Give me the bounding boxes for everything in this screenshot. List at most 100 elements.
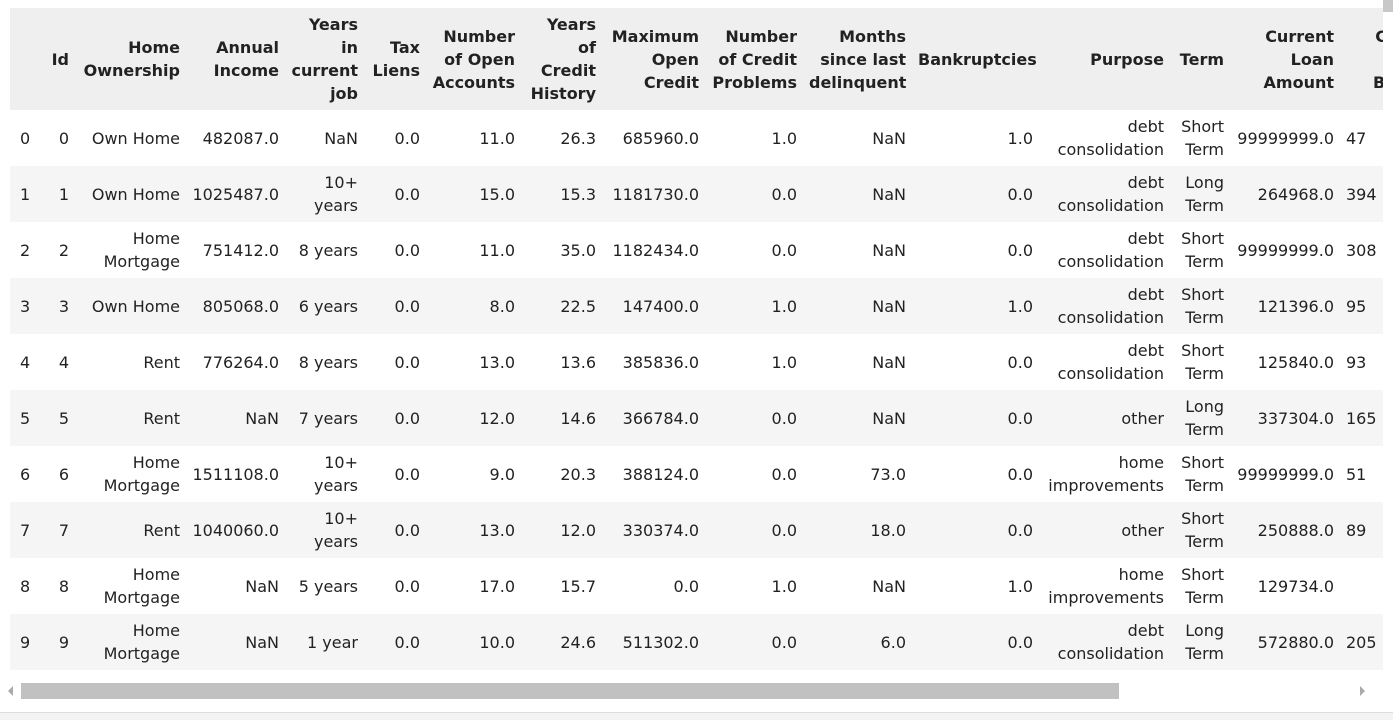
cell: 165 xyxy=(1340,390,1383,446)
cell: Long Term xyxy=(1170,166,1230,222)
cell: 47 xyxy=(1346,128,1367,148)
cell: 0.0 xyxy=(364,278,426,334)
cell: 0.0 xyxy=(394,464,420,484)
cell: 24.6 xyxy=(521,614,602,670)
cell: 205 xyxy=(1340,614,1383,670)
cell: 511302.0 xyxy=(602,614,705,670)
cell: Short Term xyxy=(1181,341,1224,383)
cell: NaN xyxy=(324,128,358,148)
cell: NaN xyxy=(872,576,906,596)
cell: 366784.0 xyxy=(602,390,705,446)
table-row: 1 1 Own Home 1025487.0 10+ years 0.0 15.0 15.3 1… xyxy=(10,166,1383,222)
cell: 1.0 xyxy=(912,278,1039,334)
cell: Own Home xyxy=(91,128,180,148)
cell: 0.0 xyxy=(705,502,803,558)
cell: 95 xyxy=(1340,278,1383,334)
cell: 7 years xyxy=(285,390,364,446)
cell: Rent xyxy=(75,390,186,446)
cell: 11.0 xyxy=(479,240,515,260)
cell: 685960.0 xyxy=(622,128,699,148)
cell: 337304.0 xyxy=(1230,390,1340,446)
cell: 751412.0 xyxy=(202,240,279,260)
column-header: Number of Credit Problems xyxy=(705,8,803,110)
table-row: 2 2 Home Mortgage 751412.0 8 years 0.0 11.0 35.… xyxy=(10,222,1383,278)
column-header: Annual Income xyxy=(186,8,285,110)
row-index: 1 xyxy=(10,166,42,222)
scroll-left[interactable] xyxy=(8,686,13,696)
cell: 8 years xyxy=(298,352,358,372)
column-header: Months since last delinquent xyxy=(803,8,912,110)
cell: 1025487.0 xyxy=(186,166,285,222)
cell: 0.0 xyxy=(394,240,420,260)
row-index: 0 xyxy=(20,128,31,148)
cell: 147400.0 xyxy=(602,278,705,334)
table-row: 3 3 Own Home 805068.0 6 years 0.0 8.0 22.5 14740… xyxy=(10,278,1383,334)
cell: 805068.0 xyxy=(186,278,285,334)
horizontal-scrollbar[interactable] xyxy=(4,680,1374,702)
cell: 89 xyxy=(1340,502,1383,558)
cell: Long Term xyxy=(1170,390,1230,446)
cell: 0.0 xyxy=(394,128,420,148)
cell: 12.0 xyxy=(521,502,602,558)
table-row: 5 5 Rent NaN 7 years 0.0 12.0 14.6 366784.0 0.0 Na… xyxy=(10,390,1383,446)
cell: 385836.0 xyxy=(622,352,699,372)
cell: 26.3 xyxy=(560,128,596,148)
cell: 73.0 xyxy=(870,464,906,484)
row-index: 8 xyxy=(20,576,31,596)
table-row: 0 0 Own Home 482087.0 NaN 0.0 11.0 26.3 685960.0… xyxy=(10,110,1383,166)
cell: 0.0 xyxy=(364,390,426,446)
cell: debt consolidation xyxy=(1057,229,1164,271)
row-index: 3 xyxy=(10,278,42,334)
cell: 8.0 xyxy=(426,278,521,334)
cell: 308 xyxy=(1346,240,1377,260)
cell: 5 xyxy=(42,390,75,446)
column-header: Current Loan Amount xyxy=(1230,8,1340,110)
column-header: Current Credit Balance xyxy=(1340,8,1383,110)
cell: 22.5 xyxy=(521,278,602,334)
row-index: 7 xyxy=(10,502,42,558)
cell: 1.0 xyxy=(771,128,797,148)
cell: 1181730.0 xyxy=(602,166,705,222)
cell: 10+ years xyxy=(285,502,364,558)
cell: 8 years xyxy=(298,240,358,260)
cell: 1.0 xyxy=(705,278,803,334)
cell: 125840.0 xyxy=(1257,352,1334,372)
vertical-scrollbar[interactable] xyxy=(1383,0,1393,12)
cell: 11.0 xyxy=(479,128,515,148)
cell: 264968.0 xyxy=(1230,166,1340,222)
cell: debt consolidation xyxy=(1057,341,1164,383)
cell: Home Mortgage xyxy=(103,453,180,495)
cell: 13.0 xyxy=(426,502,521,558)
scroll-thumb[interactable] xyxy=(21,683,1119,699)
cell: 0.0 xyxy=(364,166,426,222)
cell: NaN xyxy=(803,166,912,222)
cell: NaN xyxy=(872,128,906,148)
row-index: 5 xyxy=(10,390,42,446)
scroll-right[interactable] xyxy=(1360,686,1365,696)
cell: 0.0 xyxy=(364,614,426,670)
cell: Home Mortgage xyxy=(103,229,180,271)
cell: 1.0 xyxy=(771,352,797,372)
cell: 5 years xyxy=(298,576,358,596)
cell: Short Term xyxy=(1181,565,1224,607)
cell xyxy=(1340,558,1383,614)
cell: 15.0 xyxy=(426,166,521,222)
cell: 482087.0 xyxy=(202,128,279,148)
cell: 35.0 xyxy=(560,240,596,260)
cell: 0.0 xyxy=(1007,240,1033,260)
cell: NaN xyxy=(186,390,285,446)
column-header: Bankruptcies xyxy=(912,8,1039,110)
cell: 9 xyxy=(42,614,75,670)
cell: 15.7 xyxy=(560,576,596,596)
status-strip xyxy=(0,712,1393,720)
table-row: 6 6 Home Mortgage 1511108.0 10+ years 0.0 9.0 2… xyxy=(10,446,1383,502)
cell: debt consolidation xyxy=(1039,614,1170,670)
cell: home improvements xyxy=(1048,453,1164,495)
column-header: Id xyxy=(42,8,75,110)
cell: 0.0 xyxy=(705,166,803,222)
column-header: Years in current job xyxy=(285,8,364,110)
cell: 6 xyxy=(58,464,69,484)
column-header: Tax Liens xyxy=(364,8,426,110)
cell: 8 xyxy=(58,576,69,596)
